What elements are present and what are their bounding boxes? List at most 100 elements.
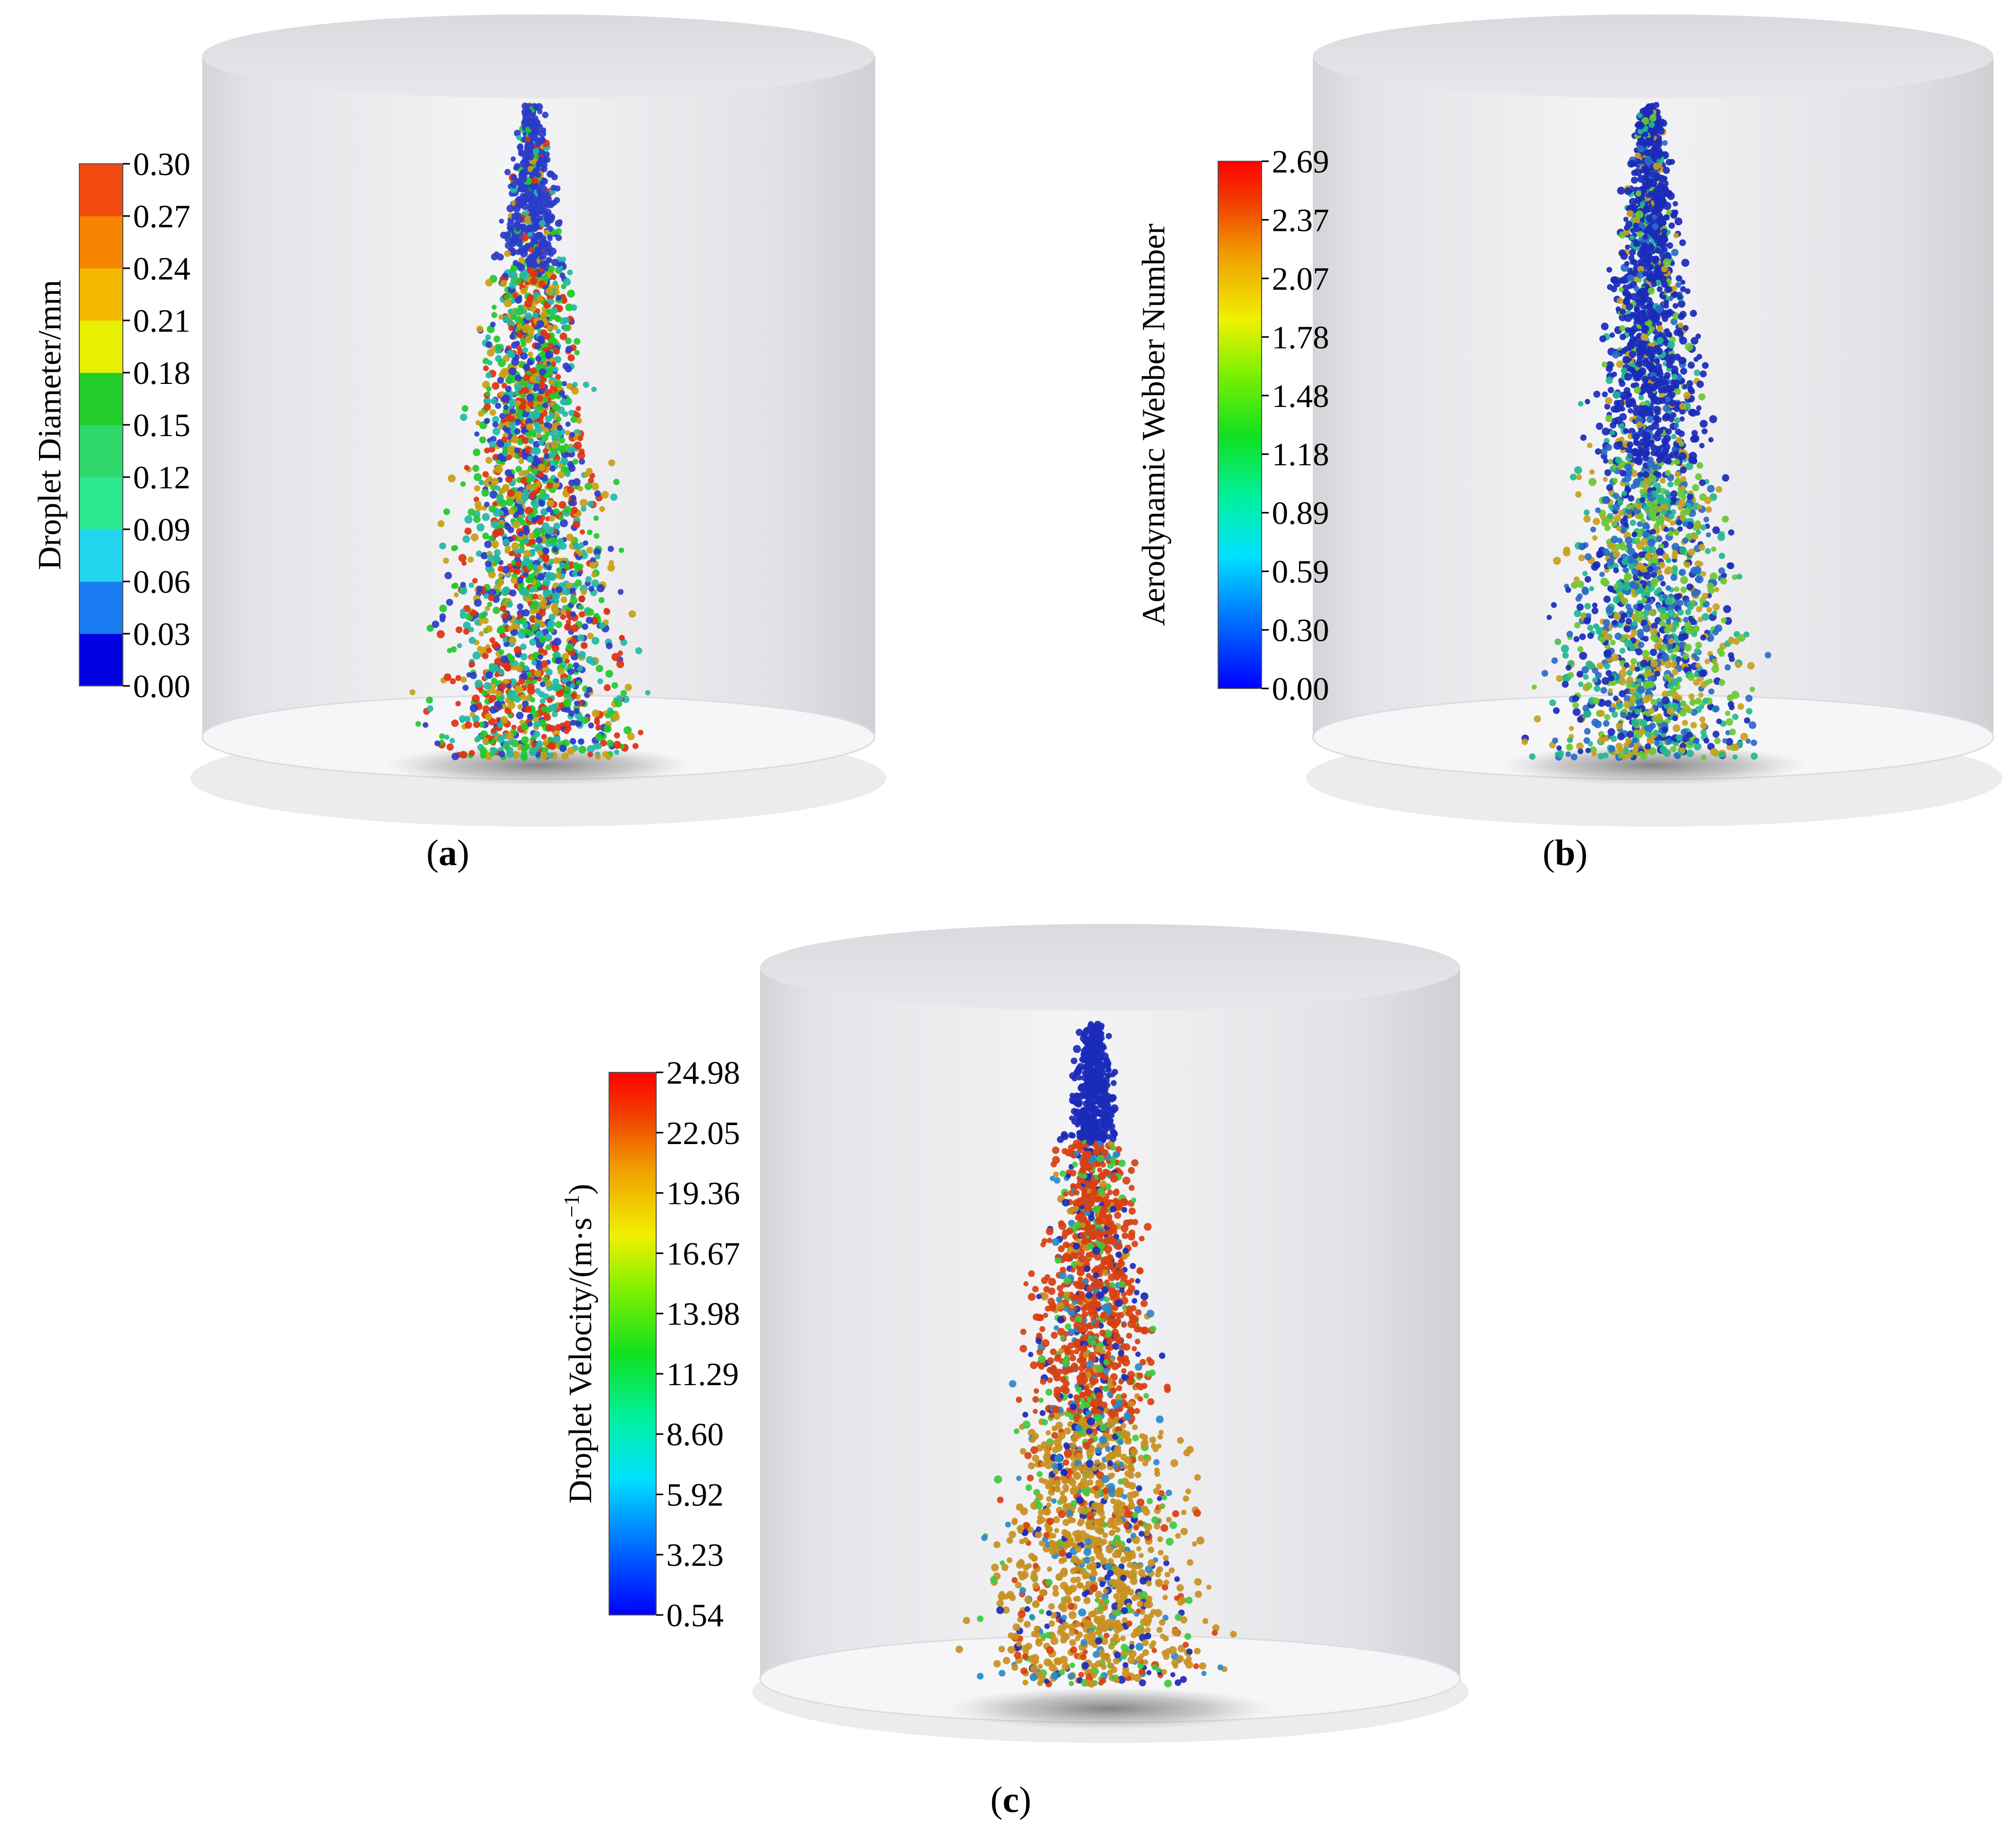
droplet	[443, 508, 450, 515]
droplet	[1685, 627, 1694, 635]
droplet	[524, 299, 533, 308]
droplet	[534, 342, 541, 350]
droplet	[506, 683, 512, 688]
droplet	[546, 506, 552, 512]
droplet	[493, 549, 501, 556]
droplet	[1736, 573, 1743, 580]
droplet	[1673, 232, 1679, 239]
droplet	[1640, 518, 1646, 524]
droplet	[532, 312, 539, 318]
droplet	[1642, 610, 1650, 617]
droplet	[446, 743, 454, 751]
droplet	[1695, 560, 1702, 567]
droplet	[511, 622, 518, 630]
droplet	[596, 664, 603, 673]
droplet	[1624, 314, 1632, 322]
droplet	[516, 666, 524, 673]
droplet	[555, 724, 562, 731]
droplet	[1656, 325, 1663, 332]
droplet	[1627, 547, 1635, 556]
droplet	[486, 648, 492, 654]
droplet	[511, 664, 516, 671]
droplet	[519, 192, 527, 200]
droplet	[1695, 662, 1701, 669]
colorbar-segment	[79, 320, 123, 373]
droplet	[426, 696, 433, 704]
droplet	[1701, 428, 1708, 435]
droplet	[1654, 344, 1660, 351]
droplet	[592, 743, 599, 750]
droplet	[464, 515, 473, 524]
droplet	[530, 225, 538, 232]
droplet	[439, 542, 446, 550]
droplet	[483, 403, 491, 411]
droplet	[1631, 629, 1638, 636]
droplet	[532, 485, 537, 490]
droplet	[1722, 474, 1729, 482]
droplet	[548, 265, 555, 273]
droplet	[1686, 493, 1694, 500]
droplet	[1551, 602, 1557, 608]
droplet	[573, 662, 579, 669]
droplet	[520, 519, 526, 526]
droplet	[1580, 434, 1587, 441]
droplet	[513, 583, 519, 589]
droplet	[1616, 722, 1623, 729]
droplet	[465, 721, 472, 729]
droplet	[598, 597, 605, 604]
droplet	[1729, 656, 1735, 662]
droplet	[517, 181, 525, 189]
droplet	[549, 379, 555, 385]
droplet	[548, 451, 556, 459]
droplet	[544, 151, 550, 158]
droplet	[1632, 620, 1638, 627]
droplet	[614, 732, 620, 739]
droplet	[1587, 442, 1593, 448]
droplet	[1583, 515, 1591, 523]
droplet	[611, 682, 618, 689]
droplet	[1569, 726, 1574, 731]
droplet	[517, 603, 524, 610]
droplet	[571, 387, 579, 395]
droplet	[557, 471, 565, 479]
droplet	[616, 695, 623, 703]
droplet	[1591, 607, 1599, 614]
droplet	[537, 573, 545, 581]
droplet	[1598, 709, 1605, 717]
droplet	[1610, 405, 1618, 413]
droplet	[490, 398, 497, 405]
droplet	[459, 587, 467, 595]
droplet	[510, 265, 518, 272]
droplet	[437, 630, 445, 638]
droplet	[509, 281, 517, 289]
droplet	[1632, 737, 1638, 744]
droplet	[594, 533, 600, 539]
droplet	[494, 700, 502, 708]
droplet	[511, 341, 518, 349]
droplet	[509, 637, 516, 644]
droplet	[1716, 486, 1722, 493]
droplet	[531, 742, 537, 748]
droplet	[523, 374, 530, 381]
droplet	[472, 715, 480, 723]
droplet	[564, 685, 571, 693]
droplet	[559, 744, 567, 752]
droplet	[1642, 696, 1650, 703]
droplet	[576, 680, 582, 686]
droplet	[1654, 358, 1660, 364]
droplet	[557, 425, 563, 431]
droplet	[439, 733, 445, 740]
droplet	[521, 736, 529, 744]
droplet	[539, 220, 546, 227]
droplet	[570, 416, 577, 423]
droplet	[1624, 536, 1633, 545]
droplet	[1743, 631, 1750, 638]
droplet	[491, 312, 497, 318]
droplet	[1646, 297, 1653, 303]
droplet	[1608, 688, 1613, 694]
droplet	[546, 325, 553, 331]
droplet	[1725, 718, 1733, 726]
droplet	[1663, 214, 1670, 221]
droplet	[1587, 624, 1594, 631]
droplet	[537, 206, 546, 215]
